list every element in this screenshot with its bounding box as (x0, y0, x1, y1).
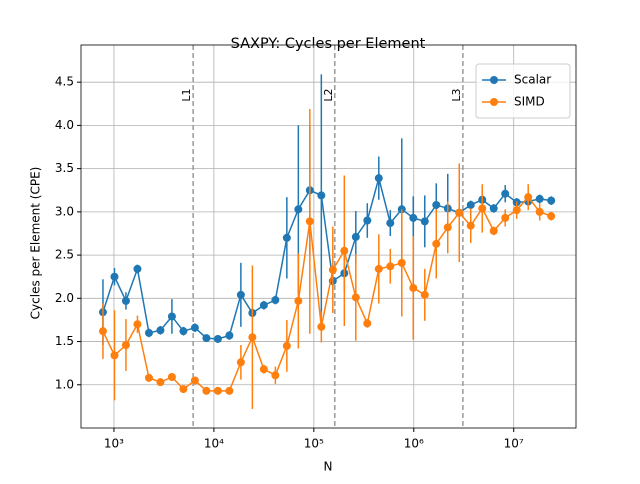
point (443, 223, 452, 232)
point (190, 323, 199, 332)
point (236, 290, 245, 299)
point (489, 226, 498, 235)
legend-label: Scalar (514, 73, 551, 87)
point (133, 264, 142, 273)
legend-label: SIMD (514, 95, 545, 109)
point (489, 204, 498, 213)
cache-label: L2 (322, 88, 335, 101)
point (271, 371, 280, 380)
point (179, 327, 188, 336)
point (420, 217, 429, 226)
point (156, 326, 165, 335)
x-tick-label: 10⁷ (504, 437, 524, 451)
point (294, 296, 303, 305)
point (420, 290, 429, 299)
point (121, 341, 130, 350)
point (478, 204, 487, 213)
point (386, 262, 395, 271)
x-tick-label: 10⁵ (304, 437, 324, 451)
point (547, 196, 556, 205)
point (110, 351, 119, 360)
point (98, 327, 107, 336)
point (294, 205, 303, 214)
point (248, 333, 257, 342)
point (236, 358, 245, 367)
point (282, 341, 291, 350)
point (144, 373, 153, 382)
y-axis-label: Cycles per Element (CPE) (29, 167, 43, 320)
point (144, 328, 153, 337)
point (363, 216, 372, 225)
point (501, 189, 510, 198)
point (374, 174, 383, 183)
point (259, 301, 268, 310)
point (328, 265, 337, 274)
point (363, 319, 372, 328)
y-tick-label: 4.0 (55, 118, 74, 132)
point (432, 200, 441, 209)
point (317, 191, 326, 200)
point (524, 193, 533, 202)
x-axis-label: N (324, 460, 333, 474)
point (512, 206, 521, 215)
point (110, 272, 119, 281)
point (535, 194, 544, 203)
point (455, 208, 464, 217)
point (167, 372, 176, 381)
point (409, 213, 418, 222)
cache-label: L3 (450, 88, 463, 101)
x-tick-label: 10³ (104, 437, 124, 451)
point (179, 385, 188, 394)
point (466, 200, 475, 209)
y-tick-label: 2.0 (55, 291, 74, 305)
y-tick-label: 3.0 (55, 204, 74, 218)
point (466, 221, 475, 230)
point (340, 246, 349, 255)
point (535, 207, 544, 216)
x-tick-label: 10⁴ (204, 437, 224, 451)
point (432, 239, 441, 248)
point (202, 386, 211, 395)
y-tick-label: 1.0 (55, 377, 74, 391)
y-tick-label: 1.5 (55, 334, 74, 348)
plot-frame (80, 44, 577, 429)
point (305, 217, 314, 226)
legend-box (475, 63, 571, 119)
point (351, 293, 360, 302)
y-tick-label: 2.5 (55, 248, 74, 262)
point (202, 334, 211, 343)
point (374, 264, 383, 273)
point (317, 322, 326, 331)
point (397, 258, 406, 267)
point (167, 312, 176, 321)
point (409, 283, 418, 292)
point (156, 378, 165, 387)
y-tick-label: 3.5 (55, 161, 74, 175)
point (271, 296, 280, 305)
point (225, 331, 234, 340)
y-tick-label: 4.5 (55, 75, 74, 89)
point (225, 386, 234, 395)
x-tick-label: 10⁶ (404, 437, 424, 451)
point (190, 376, 199, 385)
point (547, 212, 556, 221)
point (213, 386, 222, 395)
cache-label: L1 (180, 88, 193, 101)
chart-title: SAXPY: Cycles per Element (231, 36, 426, 52)
series-line (102, 195, 552, 392)
point (501, 213, 510, 222)
point (386, 219, 395, 228)
point (259, 365, 268, 374)
point (351, 232, 360, 241)
legend-marker (490, 76, 498, 84)
series-line (102, 175, 552, 340)
legend-marker (490, 98, 498, 106)
point (213, 334, 222, 343)
point (282, 233, 291, 242)
point (133, 320, 142, 329)
point (121, 296, 130, 305)
